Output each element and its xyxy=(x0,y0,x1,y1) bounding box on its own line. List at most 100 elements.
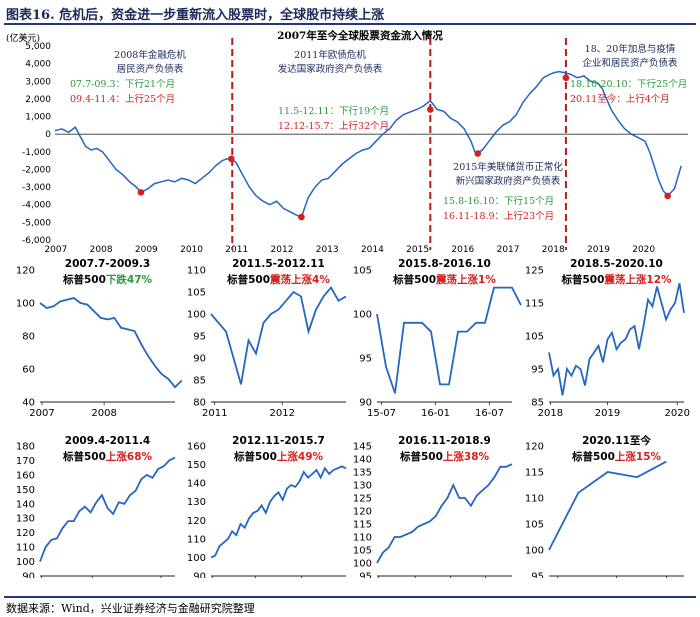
panel-ytick-label: 100 xyxy=(525,546,544,557)
panel-ytick-label: 95 xyxy=(359,354,372,365)
turning-point-marker xyxy=(137,189,145,196)
panel-ytick-label: 120 xyxy=(16,266,35,277)
period-annotation: 2015年美联储货币正常化 xyxy=(453,161,563,173)
panel-caption: 标普500震荡上涨4% xyxy=(226,273,330,286)
period-annotation: 11.5-12.11：下行19个月 xyxy=(278,105,389,117)
panel-change-tag: 震荡上涨12% xyxy=(603,273,672,286)
source-rule xyxy=(4,596,696,598)
panel-ytick-label: 120 xyxy=(16,528,35,539)
main-xtick-label: 2020 xyxy=(632,245,655,255)
panel-ytick-label: 100 xyxy=(187,310,206,321)
panel-caption: 标普500上涨49% xyxy=(233,450,324,463)
period-annotation: 企业和居民资产负债表 xyxy=(582,57,678,69)
panel-ytick-label: 120 xyxy=(353,507,372,518)
panel-ytick-label: 125 xyxy=(525,266,544,277)
panel-p8: 9510010511011512020-1020-1221-022020.11至… xyxy=(525,434,684,578)
main-xtick-label: 2007 xyxy=(44,245,67,255)
turning-point-marker xyxy=(228,155,235,163)
panel-ytick-label: 110 xyxy=(187,534,206,545)
panel-ytick-label: 90 xyxy=(193,354,206,365)
panel-change-tag: 震荡上涨4% xyxy=(269,273,330,286)
panel-ytick-label: 90 xyxy=(359,398,372,409)
period-annotation: 07.7-09.3：下行21个月 xyxy=(70,78,175,90)
period-annotation: 发达国家政府资产负债表 xyxy=(278,63,383,75)
panel-xtick-label: 2019 xyxy=(595,408,620,419)
panel-index-label: 标普500 xyxy=(62,273,106,286)
panel-ytick-label: 105 xyxy=(353,546,372,557)
panel-ytick-label: 150 xyxy=(16,485,35,496)
main-xtick-label: 2011 xyxy=(225,245,248,255)
period-annotation: 18、20年加息与疫情 xyxy=(585,43,676,55)
panel-caption: 标普500震荡上涨1% xyxy=(392,273,496,286)
panel-ytick-label: 95 xyxy=(359,572,372,579)
panel-ytick-label: 105 xyxy=(353,266,372,277)
panel-ytick-label: 100 xyxy=(353,310,372,321)
panel-xtick-label: 2011 xyxy=(202,408,227,419)
panel-ytick-label: 180 xyxy=(16,442,35,453)
main-xtick-label: 2015 xyxy=(406,245,429,255)
panel-ytick-label: 90 xyxy=(22,572,35,579)
main-xtick-label: 2009 xyxy=(135,245,158,255)
data-source: 数据来源：Wind，兴业证券经济与金融研究院整理 xyxy=(6,602,255,615)
panel-ytick-label: 85 xyxy=(193,376,206,387)
panel-ytick-label: 130 xyxy=(16,514,35,525)
main-ytick-label: -5,000 xyxy=(22,218,51,228)
turning-point-marker xyxy=(664,192,671,200)
main-xtick-label: 2008 xyxy=(90,245,113,255)
panel-ytick-label: 135 xyxy=(353,468,372,479)
panel-ytick-label: 80 xyxy=(22,332,35,343)
sp500-series xyxy=(376,463,513,564)
period-annotation: 18.10-20.10：下行25个月 xyxy=(570,78,687,90)
panel-xtick-label: 15-07 xyxy=(367,408,396,419)
main-ytick-label: 3,000 xyxy=(25,77,51,87)
main-ytick-label: 0 xyxy=(45,130,51,140)
panel-ytick-label: 105 xyxy=(525,332,544,343)
title-rule xyxy=(4,23,696,25)
panel-ytick-label: 115 xyxy=(525,299,544,310)
period-annotation: 2011年欧债危机 xyxy=(294,49,366,61)
panel-ytick-label: 120 xyxy=(525,442,544,453)
period-annotation: 12.12-15.7：上行32个月 xyxy=(278,120,389,132)
panel-ytick-label: 110 xyxy=(525,494,544,505)
main-ytick-label: -2,000 xyxy=(22,165,51,175)
period-annotation: 居民资产负债表 xyxy=(117,63,184,75)
panel-xtick-label: 2012 xyxy=(270,408,295,419)
panel-period: 2009.4-2011.4 xyxy=(65,435,150,447)
main-xtick-label: 2019 xyxy=(587,245,610,255)
panel-ytick-label: 150 xyxy=(187,460,206,471)
panel-ytick-label: 130 xyxy=(353,481,372,492)
panel-caption: 标普500下跌47% xyxy=(62,273,153,286)
panel-p2: 80 85 90 95 100 105 110 2011 2012 2011.5-2012.11 标… xyxy=(187,258,347,419)
sp500-series xyxy=(376,286,522,394)
period-annotation: 2008年金融危机 xyxy=(114,49,186,61)
panel-period: 2012.11-2015.7 xyxy=(232,435,325,447)
main-xtick-label: 2014 xyxy=(361,245,384,255)
turning-point-marker xyxy=(562,74,570,82)
sp500-series xyxy=(210,465,347,559)
panel-p3: 90 95 100 105 15-07 16-01 16-07 2015.8-2016.10 标… xyxy=(353,258,522,419)
main-ytick-label: -1,000 xyxy=(22,148,51,158)
panel-xtick-label: 2020 xyxy=(665,408,690,419)
main-ytick-label: 4,000 xyxy=(25,60,51,70)
panel-period: 2011.5-2012.11 xyxy=(232,258,325,270)
panel-caption: 标普500上涨68% xyxy=(62,450,153,463)
panel-caption: 标普500上涨15% xyxy=(571,450,662,463)
period-annotation: 15.8-16.10：下行15个月 xyxy=(443,195,554,207)
panel-p4: 85 95 105 115 125 2018 2019 2020 2018.5-2020.10 标… xyxy=(525,258,690,419)
panel-ytick-label: 140 xyxy=(187,479,206,490)
period-annotation: 09.4-11.4：上行25个月 xyxy=(70,93,175,105)
panel-change-tag: 上涨15% xyxy=(615,450,662,463)
panel-xtick-label: 16-01 xyxy=(421,408,450,419)
turning-point-marker xyxy=(298,213,305,221)
panel-ytick-label: 85 xyxy=(531,398,544,409)
main-chart: 2007年至今全球股票资金流入情况 (亿美元)5,000 4,000 3,000 2,0… xyxy=(6,29,688,255)
panel-caption: 标普500上涨38% xyxy=(399,450,490,463)
panel-ytick-label: 140 xyxy=(16,499,35,510)
panel-ytick-label: 115 xyxy=(353,520,372,531)
panel-ytick-label: 40 xyxy=(22,398,35,409)
main-xtick-label: 2010 xyxy=(180,245,203,255)
panel-index-label: 标普500 xyxy=(399,450,443,463)
main-ytick-label: 5,000 xyxy=(25,42,51,52)
